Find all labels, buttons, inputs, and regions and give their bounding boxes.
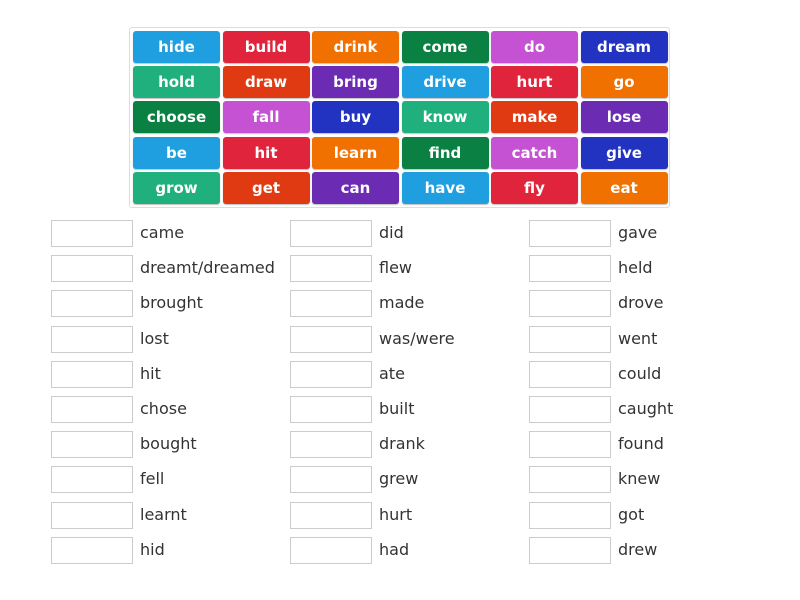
drop-slot[interactable]: [51, 501, 133, 529]
past-tense-label: was/were: [379, 328, 455, 348]
drop-slot[interactable]: [290, 466, 372, 494]
drop-slot[interactable]: [51, 255, 133, 283]
past-tense-label: hurt: [379, 504, 413, 524]
drop-slot[interactable]: [51, 431, 133, 459]
word-tile-fly[interactable]: fly: [491, 171, 578, 204]
drop-slot[interactable]: [290, 255, 372, 283]
word-tile-can[interactable]: can: [312, 171, 399, 204]
drop-slot[interactable]: [290, 501, 372, 529]
drop-slot[interactable]: [529, 255, 611, 283]
drop-slot[interactable]: [529, 360, 611, 388]
word-tile-find[interactable]: find: [401, 136, 489, 169]
past-tense-label: drew: [618, 539, 658, 559]
past-tense-label: made: [379, 293, 425, 313]
word-tile-get[interactable]: get: [222, 171, 310, 204]
word-tile-choose[interactable]: choose: [133, 101, 220, 134]
past-tense-label: chose: [140, 399, 187, 418]
drop-slot[interactable]: [51, 466, 133, 494]
past-tense-label: brought: [140, 293, 203, 313]
word-tile-have[interactable]: have: [401, 171, 489, 204]
past-tense-label: gave: [618, 223, 658, 242]
word-tile-grow[interactable]: grow: [133, 171, 220, 204]
drop-slot[interactable]: [51, 325, 133, 353]
word-tile-hit[interactable]: hit: [222, 136, 310, 169]
past-tense-label: could: [618, 363, 662, 383]
word-tile-build[interactable]: build: [222, 31, 310, 63]
past-tense-label: built: [379, 399, 415, 418]
past-tense-label: grew: [379, 469, 419, 489]
past-tense-label: caught: [618, 399, 674, 418]
drop-slot[interactable]: [290, 290, 372, 318]
drop-slot[interactable]: [529, 466, 611, 494]
word-tile-hide[interactable]: hide: [133, 31, 220, 63]
past-tense-label: did: [379, 223, 404, 242]
drop-slot[interactable]: [51, 396, 133, 423]
word-tile-bring[interactable]: bring: [312, 66, 399, 99]
word-tile-drive[interactable]: drive: [401, 66, 489, 99]
word-tile-buy[interactable]: buy: [312, 101, 399, 134]
drop-slot[interactable]: [290, 220, 372, 247]
drop-slot[interactable]: [529, 220, 611, 247]
drop-slot[interactable]: [51, 220, 133, 247]
past-tense-label: drank: [379, 434, 425, 454]
word-tile-be[interactable]: be: [133, 136, 220, 169]
past-tense-label: knew: [618, 469, 661, 489]
past-tense-label: fell: [140, 469, 165, 489]
past-tense-label: lost: [140, 328, 169, 348]
past-tense-label: came: [140, 223, 185, 242]
past-tense-label: drove: [618, 293, 664, 313]
past-tense-label: learnt: [140, 504, 187, 524]
word-tile-dream[interactable]: dream: [580, 31, 668, 63]
past-tense-label: ate: [379, 363, 405, 383]
word-tile-give[interactable]: give: [580, 136, 668, 169]
drop-slot[interactable]: [529, 290, 611, 318]
drop-slot[interactable]: [51, 536, 133, 564]
past-tense-label: held: [618, 258, 653, 278]
word-tile-come[interactable]: come: [401, 31, 489, 63]
word-tile-hold[interactable]: hold: [133, 66, 220, 99]
drop-slot[interactable]: [529, 431, 611, 459]
word-tile-fall[interactable]: fall: [222, 101, 310, 134]
drop-slot[interactable]: [290, 325, 372, 353]
drop-slot[interactable]: [290, 396, 372, 423]
past-tense-label: went: [618, 328, 658, 348]
drop-slot[interactable]: [529, 396, 611, 423]
word-tile-go[interactable]: go: [580, 66, 668, 99]
past-tense-label: hid: [140, 539, 165, 559]
drop-slot[interactable]: [290, 360, 372, 388]
drop-slot[interactable]: [290, 536, 372, 564]
past-tense-label: flew: [379, 258, 413, 278]
drop-slot[interactable]: [529, 325, 611, 353]
word-tile-know[interactable]: know: [401, 101, 489, 134]
past-tense-label: hit: [140, 363, 161, 383]
past-tense-label: dreamt/dreamed: [140, 258, 275, 278]
drop-slot[interactable]: [529, 501, 611, 529]
word-tile-drink[interactable]: drink: [312, 31, 399, 63]
drop-slot[interactable]: [529, 536, 611, 564]
past-tense-label: got: [618, 504, 645, 524]
word-tile-draw[interactable]: draw: [222, 66, 310, 99]
past-tense-label: had: [379, 539, 410, 559]
word-tile-hurt[interactable]: hurt: [491, 66, 578, 99]
drop-slot[interactable]: [51, 360, 133, 388]
word-tile-do[interactable]: do: [491, 31, 578, 63]
drop-slot[interactable]: [51, 290, 133, 318]
word-tile-learn[interactable]: learn: [312, 136, 399, 169]
word-tile-bank: hide build drink come do dream hold draw bring dr…: [129, 27, 670, 208]
word-tile-catch[interactable]: catch: [491, 136, 578, 169]
word-tile-make[interactable]: make: [491, 101, 578, 134]
word-tile-lose[interactable]: lose: [580, 101, 668, 134]
drop-slot[interactable]: [290, 431, 372, 459]
word-tile-eat[interactable]: eat: [580, 171, 668, 204]
past-tense-label: found: [618, 434, 664, 454]
past-tense-label: bought: [140, 434, 197, 454]
